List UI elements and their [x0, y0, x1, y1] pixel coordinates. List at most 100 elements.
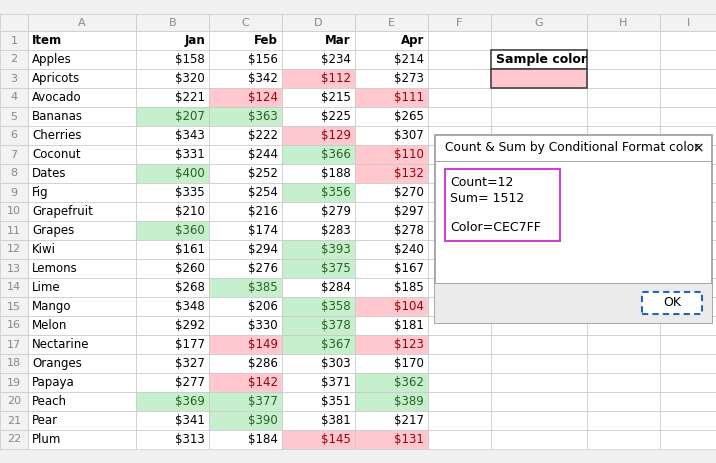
- Bar: [587, 14, 660, 31]
- Bar: [355, 164, 428, 183]
- Bar: [0, 88, 28, 107]
- Text: 18: 18: [7, 358, 21, 369]
- Text: $358: $358: [321, 300, 351, 313]
- Bar: [282, 88, 355, 107]
- Bar: [0, 50, 28, 69]
- Text: $389: $389: [395, 395, 424, 408]
- Bar: [491, 145, 587, 164]
- Text: Apr: Apr: [401, 34, 424, 47]
- Text: Grapes: Grapes: [32, 224, 74, 237]
- Bar: [587, 411, 660, 430]
- Text: $375: $375: [321, 262, 351, 275]
- Bar: [28, 411, 136, 430]
- Bar: [491, 411, 587, 430]
- Text: $254: $254: [248, 186, 278, 199]
- Bar: [587, 430, 660, 449]
- Text: $270: $270: [394, 186, 424, 199]
- Bar: [660, 88, 716, 107]
- Text: $320: $320: [175, 72, 205, 85]
- Bar: [660, 316, 716, 335]
- Bar: [660, 202, 716, 221]
- Text: 5: 5: [11, 112, 17, 121]
- Text: $390: $390: [248, 414, 278, 427]
- Bar: [428, 202, 491, 221]
- Bar: [660, 126, 716, 145]
- Bar: [587, 183, 660, 202]
- Bar: [491, 373, 587, 392]
- Text: 14: 14: [7, 282, 21, 293]
- Bar: [209, 164, 282, 183]
- Bar: [209, 354, 282, 373]
- Bar: [209, 183, 282, 202]
- Bar: [491, 392, 587, 411]
- Bar: [209, 259, 282, 278]
- Bar: [209, 69, 282, 88]
- Text: $158: $158: [175, 53, 205, 66]
- Bar: [587, 107, 660, 126]
- Bar: [136, 221, 209, 240]
- Bar: [209, 50, 282, 69]
- Bar: [428, 50, 491, 69]
- Text: Cherries: Cherries: [32, 129, 82, 142]
- Bar: [136, 14, 209, 31]
- Text: Item: Item: [32, 34, 62, 47]
- Bar: [355, 411, 428, 430]
- Bar: [28, 297, 136, 316]
- Text: $330: $330: [248, 319, 278, 332]
- Bar: [209, 14, 282, 31]
- Bar: [660, 183, 716, 202]
- Bar: [587, 316, 660, 335]
- Text: $377: $377: [248, 395, 278, 408]
- Text: $104: $104: [394, 300, 424, 313]
- Bar: [28, 88, 136, 107]
- Text: E: E: [388, 18, 395, 27]
- Text: $369: $369: [175, 395, 205, 408]
- Text: 12: 12: [7, 244, 21, 255]
- Bar: [428, 183, 491, 202]
- Bar: [587, 373, 660, 392]
- Bar: [0, 278, 28, 297]
- Bar: [587, 126, 660, 145]
- Text: $366: $366: [321, 148, 351, 161]
- Bar: [209, 202, 282, 221]
- Bar: [28, 354, 136, 373]
- Text: $279: $279: [321, 205, 351, 218]
- Bar: [660, 335, 716, 354]
- Text: $177: $177: [175, 338, 205, 351]
- Bar: [282, 69, 355, 88]
- Text: $207: $207: [175, 110, 205, 123]
- Bar: [28, 316, 136, 335]
- Bar: [491, 297, 587, 316]
- Bar: [355, 259, 428, 278]
- Bar: [355, 316, 428, 335]
- Bar: [282, 202, 355, 221]
- Bar: [660, 50, 716, 69]
- Bar: [136, 202, 209, 221]
- Bar: [282, 240, 355, 259]
- Text: Peach: Peach: [32, 395, 67, 408]
- Bar: [428, 392, 491, 411]
- Bar: [587, 202, 660, 221]
- Text: $260: $260: [175, 262, 205, 275]
- Bar: [660, 14, 716, 31]
- Text: $216: $216: [248, 205, 278, 218]
- Text: Lemons: Lemons: [32, 262, 78, 275]
- Bar: [209, 107, 282, 126]
- Bar: [282, 107, 355, 126]
- Text: Pear: Pear: [32, 414, 58, 427]
- Text: 1: 1: [11, 36, 17, 45]
- Bar: [0, 202, 28, 221]
- Bar: [136, 145, 209, 164]
- Text: A: A: [78, 18, 86, 27]
- Text: Bananas: Bananas: [32, 110, 83, 123]
- Bar: [491, 14, 587, 31]
- Text: $131: $131: [394, 433, 424, 446]
- Text: 11: 11: [7, 225, 21, 236]
- Bar: [28, 107, 136, 126]
- Bar: [28, 373, 136, 392]
- Bar: [660, 259, 716, 278]
- Bar: [355, 335, 428, 354]
- Bar: [587, 240, 660, 259]
- Bar: [435, 135, 712, 323]
- Text: 2: 2: [11, 55, 18, 64]
